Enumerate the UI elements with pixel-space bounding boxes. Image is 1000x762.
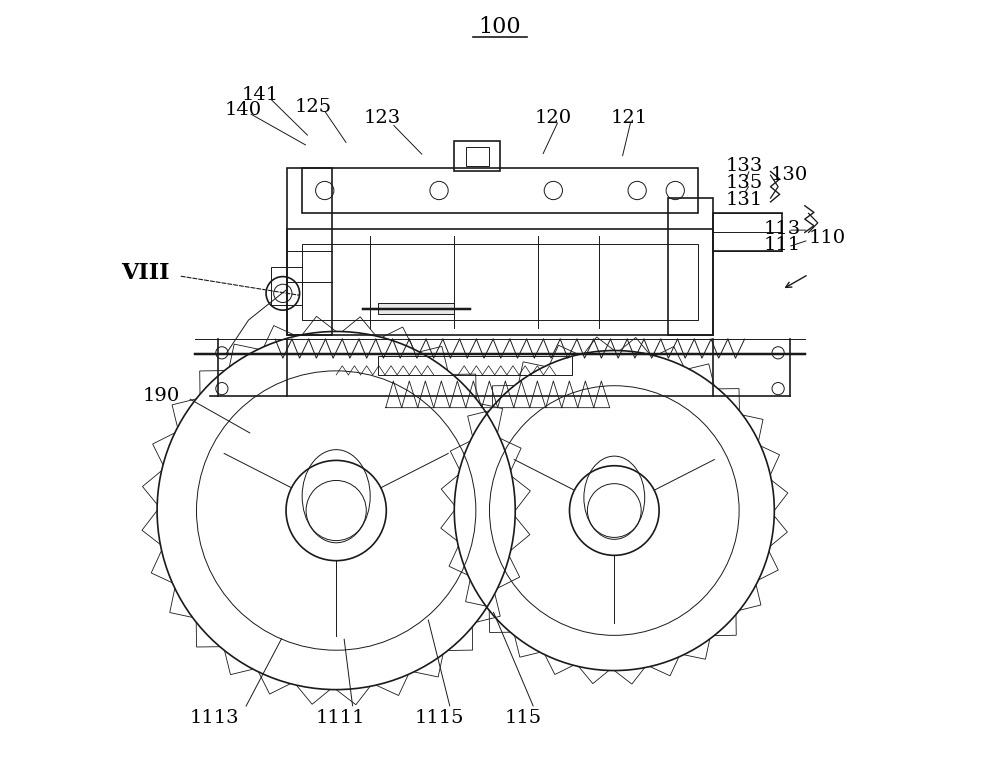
Text: 1115: 1115 [414,709,464,727]
Bar [287,168,332,335]
Text: 123: 123 [363,109,401,127]
Text: 100: 100 [479,16,521,37]
Text: 125: 125 [295,98,332,116]
Text: 141: 141 [241,86,279,104]
Bar [271,267,302,305]
Bar [302,244,698,320]
Text: 133: 133 [725,157,763,175]
Bar [454,141,500,171]
Text: 121: 121 [611,109,648,127]
Text: 113: 113 [763,219,801,238]
Text: 111: 111 [763,236,801,255]
Text: 115: 115 [504,709,541,727]
Bar [287,229,713,335]
Text: 1111: 1111 [315,709,365,727]
Text: VIII: VIII [121,262,170,283]
Bar [378,303,454,314]
Bar [668,198,713,335]
Text: 190: 190 [142,387,180,405]
Bar [378,356,572,375]
Text: 135: 135 [725,174,762,192]
Text: 131: 131 [725,190,762,209]
Text: 140: 140 [225,101,262,120]
Text: 1113: 1113 [189,709,239,727]
Bar [302,168,698,213]
Bar [466,147,489,166]
Text: 120: 120 [535,109,572,127]
Text: 130: 130 [771,166,808,184]
Text: 110: 110 [809,229,846,247]
Bar [713,213,782,251]
